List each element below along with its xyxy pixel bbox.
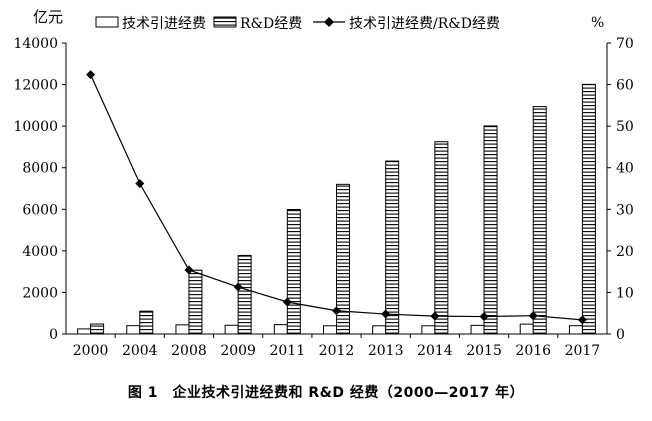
y-left-tick-label: 10000 <box>13 119 58 135</box>
bar-rd <box>336 183 350 335</box>
y-right-unit-label: % <box>591 15 604 31</box>
point-ratio <box>332 306 341 316</box>
x-tick-label: 2012 <box>319 343 355 359</box>
y-right-tick-label: 30 <box>616 202 634 218</box>
y-right-tick-label: 40 <box>616 161 634 177</box>
legend-label-tech-import: 技术引进经费 <box>122 16 206 32</box>
legend-swatch-ratio-marker <box>324 17 334 27</box>
bar-tech-import <box>175 324 190 335</box>
point-ratio <box>184 265 194 275</box>
legend-swatch-tech-import <box>95 16 119 28</box>
bar-tech-import <box>224 324 239 335</box>
bar-tech-import <box>126 325 141 335</box>
x-tick-label: 2013 <box>368 343 404 359</box>
x-tick-label: 2017 <box>565 343 601 359</box>
bar-rd <box>581 83 596 335</box>
bar-rd <box>286 208 301 335</box>
bar-rd <box>237 254 252 335</box>
bar-rd <box>483 125 498 335</box>
x-tick-label: 2016 <box>515 343 551 359</box>
y-right-tick-label: 50 <box>616 119 634 135</box>
x-tick-label: 2004 <box>122 343 158 359</box>
point-ratio <box>233 282 243 292</box>
bar-tech-import <box>421 325 436 335</box>
y-left-tick-label: 2000 <box>22 285 58 301</box>
y-right-tick-label: 10 <box>616 285 634 301</box>
point-ratio <box>135 179 145 189</box>
bar-tech-import <box>77 328 92 335</box>
y-left-unit-label: 亿元 <box>33 8 63 26</box>
x-tick-label: 2008 <box>171 343 207 359</box>
y-left-tick-label: 12000 <box>13 78 58 94</box>
y-right-tick-label: 0 <box>616 327 625 343</box>
bar-rd <box>385 160 400 335</box>
bar-rd <box>139 310 154 335</box>
bar-tech-import <box>519 323 534 335</box>
point-ratio <box>282 297 292 307</box>
y-right-tick-label: 20 <box>616 244 634 260</box>
legend-label-rd: R&D经费 <box>240 16 302 32</box>
bar-rd <box>532 106 547 335</box>
x-tick-label: 2000 <box>73 343 109 359</box>
y-left-tick-label: 8000 <box>22 161 58 177</box>
legend-swatch-rd <box>213 16 237 28</box>
point-ratio <box>86 70 96 80</box>
bar-tech-import <box>372 325 387 335</box>
legend: 技术引进经费 R&D经费 技术引进经费/R&D经费 <box>95 16 500 32</box>
bar-rd <box>90 323 105 335</box>
y-left-tick-label: 4000 <box>22 244 58 260</box>
bar-rd <box>188 269 203 335</box>
point-ratio <box>430 311 440 321</box>
bar-rd <box>434 141 449 335</box>
figure-caption: 图 1 企业技术引进经费和 R&D 经费（2000—2017 年） <box>127 385 525 401</box>
y-left-tick-label: 6000 <box>22 202 58 218</box>
y-left-tick-label: 14000 <box>13 36 58 52</box>
point-ratio <box>479 312 489 322</box>
y-right-tick-label: 60 <box>616 78 634 94</box>
bar-tech-import <box>568 325 583 335</box>
bar-tech-import <box>323 325 337 335</box>
x-tick-label: 2009 <box>220 343 256 359</box>
y-right-tick-label: 70 <box>616 36 634 52</box>
x-tick-label: 2014 <box>417 343 453 359</box>
bar-tech-import <box>470 324 485 335</box>
x-tick-label: 2011 <box>269 343 305 359</box>
point-ratio <box>381 309 391 319</box>
x-tick-label: 2015 <box>466 343 502 359</box>
point-ratio <box>528 311 538 321</box>
y-left-tick-label: 0 <box>49 327 58 343</box>
legend-label-ratio: 技术引进经费/R&D经费 <box>349 16 500 32</box>
point-ratio <box>577 315 587 325</box>
bar-tech-import <box>273 324 288 335</box>
